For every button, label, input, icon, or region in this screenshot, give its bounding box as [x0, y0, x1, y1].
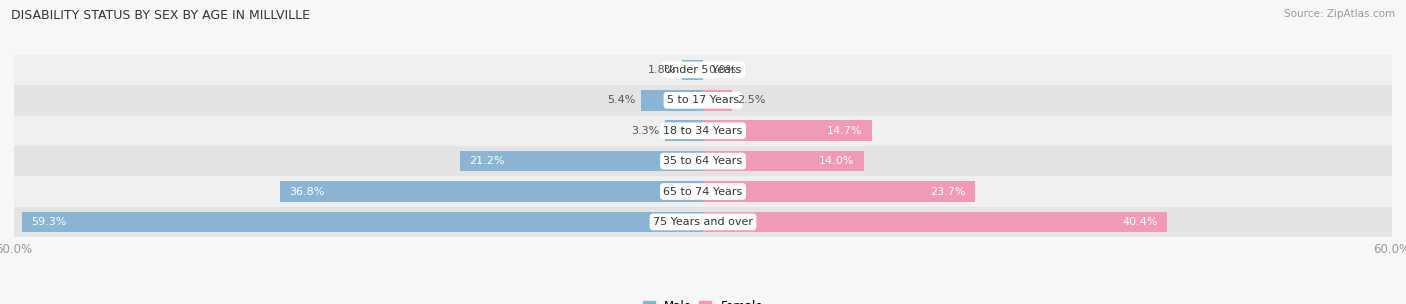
Text: 0.0%: 0.0% [709, 65, 737, 75]
Bar [14, 176, 1392, 207]
Text: 5 to 17 Years: 5 to 17 Years [666, 95, 740, 105]
Bar [22, 212, 703, 232]
Text: 35 to 64 Years: 35 to 64 Years [664, 156, 742, 166]
Bar [703, 212, 1167, 232]
Bar [460, 151, 703, 171]
Bar [14, 146, 1392, 176]
Text: 14.7%: 14.7% [827, 126, 863, 136]
Text: 21.2%: 21.2% [468, 156, 505, 166]
Text: DISABILITY STATUS BY SEX BY AGE IN MILLVILLE: DISABILITY STATUS BY SEX BY AGE IN MILLV… [11, 9, 311, 22]
Bar [703, 120, 872, 141]
Text: 65 to 74 Years: 65 to 74 Years [664, 187, 742, 196]
Bar [703, 151, 863, 171]
Text: 5.4%: 5.4% [607, 95, 636, 105]
Text: 2.5%: 2.5% [738, 95, 766, 105]
Bar [14, 116, 1392, 146]
Text: 23.7%: 23.7% [931, 187, 966, 196]
Bar [703, 90, 731, 111]
Legend: Male, Female: Male, Female [643, 300, 763, 304]
Text: 40.4%: 40.4% [1122, 217, 1157, 227]
Text: 3.3%: 3.3% [631, 126, 659, 136]
Bar [641, 90, 703, 111]
Bar [682, 60, 703, 80]
Text: 75 Years and over: 75 Years and over [652, 217, 754, 227]
Bar [703, 181, 976, 202]
Text: Under 5 Years: Under 5 Years [665, 65, 741, 75]
Bar [14, 85, 1392, 116]
Text: 36.8%: 36.8% [290, 187, 325, 196]
Text: Source: ZipAtlas.com: Source: ZipAtlas.com [1284, 9, 1395, 19]
Text: 18 to 34 Years: 18 to 34 Years [664, 126, 742, 136]
Text: 14.0%: 14.0% [820, 156, 855, 166]
Text: 59.3%: 59.3% [31, 217, 66, 227]
Bar [14, 207, 1392, 237]
Bar [14, 55, 1392, 85]
Bar [280, 181, 703, 202]
Text: 1.8%: 1.8% [648, 65, 676, 75]
Bar [665, 120, 703, 141]
